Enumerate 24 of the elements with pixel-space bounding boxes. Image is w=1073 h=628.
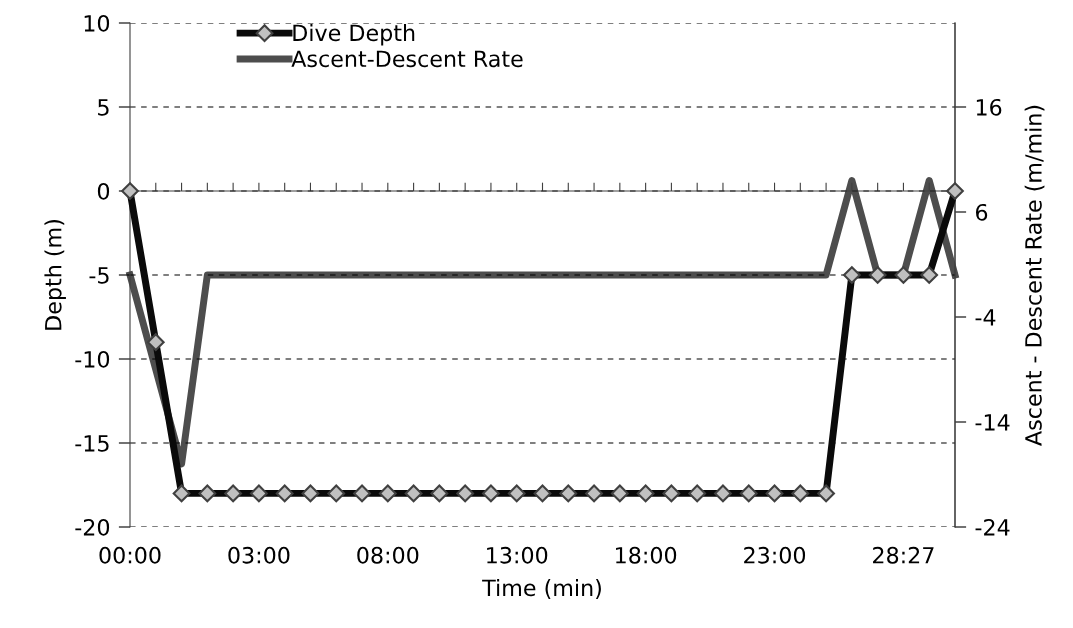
y2-tick-label: -4 bbox=[975, 309, 996, 326]
x-tick-label: 13:00 bbox=[487, 546, 548, 564]
y2-tick-label: 6 bbox=[976, 203, 988, 221]
y-tick-label: 0 bbox=[97, 182, 110, 200]
y2-tick-label: 16 bbox=[976, 98, 1002, 116]
x-axis-title: Time (min) bbox=[482, 579, 601, 599]
x-tick-label: 00:00 bbox=[99, 546, 161, 564]
x-tick-label: 28:27 bbox=[873, 546, 934, 564]
y-tick-label: 10 bbox=[84, 14, 110, 32]
y-tick-label: -10 bbox=[75, 350, 110, 368]
y2-axis-title: Ascent - Descent Rate (m/min) bbox=[1024, 105, 1045, 446]
y2-tick-label: -14 bbox=[975, 414, 1010, 431]
y-tick-label: 5 bbox=[98, 99, 109, 116]
x-tick-label: 18:00 bbox=[616, 546, 677, 564]
y2-tick-label: -24 bbox=[975, 518, 1010, 536]
x-tick-label: 23:00 bbox=[744, 546, 806, 564]
y-tick-label: -5 bbox=[89, 267, 109, 284]
y-tick-label: -20 bbox=[75, 518, 110, 536]
y-axis-title: Depth (m) bbox=[44, 220, 66, 330]
legend-label: Ascent-Descent Rate bbox=[291, 50, 523, 68]
legend-label: Dive Depth bbox=[293, 24, 415, 46]
x-tick-label: 08:00 bbox=[357, 546, 419, 564]
y-tick-label: -15 bbox=[75, 435, 109, 452]
x-tick-label: 03:00 bbox=[228, 546, 290, 564]
